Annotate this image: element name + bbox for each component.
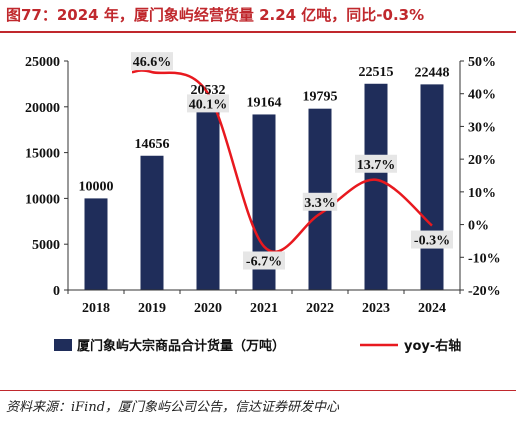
x-tick-label: 2024: [418, 301, 446, 316]
yoy-label-bg: [131, 52, 173, 71]
y-left-tick-label: 15000: [25, 147, 60, 162]
x-tick-label: 2021: [250, 301, 278, 316]
y-right-tick-label: -10%: [468, 251, 501, 266]
bar-2023: [364, 83, 388, 290]
yoy-label-bg: [187, 94, 229, 113]
bar-value-label: 14656: [135, 137, 170, 152]
yoy-line-group: [131, 69, 433, 254]
figure-title: 图77：2024 年，厦门象屿经营货量 2.24 亿吨，同比-0.3%: [6, 6, 425, 24]
title-divider: [0, 31, 516, 33]
y-right-tick-label: 40%: [468, 88, 496, 103]
yoy-value-label: 3.3%: [304, 196, 336, 211]
y-right-tick-label: 20%: [468, 153, 496, 168]
legend-bar-label: 厦门象屿大宗商品合计货量（万吨）: [77, 338, 285, 354]
yoy-label-bg: [243, 251, 285, 270]
yoy-value-label: -6.7%: [246, 254, 282, 269]
chart: 0 5000 10000 15000 20000 25000 -20% -10% 0% 10% 20…: [25, 52, 501, 354]
bars-group: [84, 83, 444, 291]
bar-value-label: 10000: [79, 179, 114, 194]
yoy-value-label: 40.1%: [189, 97, 228, 112]
bar-value-label: 20532: [191, 83, 226, 98]
bar-2019: [140, 155, 164, 290]
yoy-label-bg: [355, 154, 397, 173]
y-left-tick-label: 10000: [25, 192, 60, 207]
x-tick-label: 2020: [194, 301, 222, 316]
y-right-tick-label: 0%: [468, 219, 489, 234]
data-labels-group: 10000 14656 20532 19164 19795 22515 22448 46.6%…: [79, 52, 453, 270]
x-tick-label: 2019: [138, 301, 166, 316]
x-tick-label: 2018: [82, 301, 110, 316]
y-left-tick-label: 25000: [25, 55, 60, 70]
y-left-tick-label: 0: [53, 284, 60, 299]
y-right-tick-label: -20%: [468, 284, 501, 299]
bar-value-label: 19795: [303, 90, 338, 105]
x-tick-label: 2022: [306, 301, 334, 316]
bar-2024: [420, 84, 444, 291]
y-right-tick-label: 10%: [468, 186, 496, 201]
yoy-label-bg: [411, 230, 453, 249]
yoy-value-label: 13.7%: [357, 158, 396, 173]
yoy-line: [131, 69, 433, 254]
bar-2018: [84, 198, 108, 290]
y-right-tick-label: 50%: [468, 55, 496, 70]
yoy-value-label: 46.6%: [133, 55, 172, 70]
legend-line-label: yoy-右轴: [404, 338, 461, 354]
yoy-value-label: -0.3%: [414, 234, 450, 249]
axes-group: 0 5000 10000 15000 20000 25000 -20% -10% 0% 10% 20…: [25, 55, 501, 316]
legend-bar-swatch: [54, 339, 72, 351]
bar-value-label: 19164: [247, 95, 282, 110]
x-tick-label: 2023: [362, 301, 390, 316]
y-left-tick-label: 5000: [32, 238, 60, 253]
source-note: 资料来源：iFind，厦门象屿公司公告，信达证券研发中心: [6, 400, 340, 415]
source-divider: [0, 390, 516, 391]
bar-value-label: 22515: [359, 65, 394, 80]
y-right-tick-label: 30%: [468, 120, 496, 135]
legend: 厦门象屿大宗商品合计货量（万吨） yoy-右轴: [54, 338, 461, 354]
yoy-label-bg: [302, 192, 338, 211]
bar-value-label: 22448: [415, 65, 450, 80]
y-left-tick-label: 20000: [25, 101, 60, 116]
bar-2020: [196, 101, 220, 290]
bar-2021: [252, 114, 276, 290]
